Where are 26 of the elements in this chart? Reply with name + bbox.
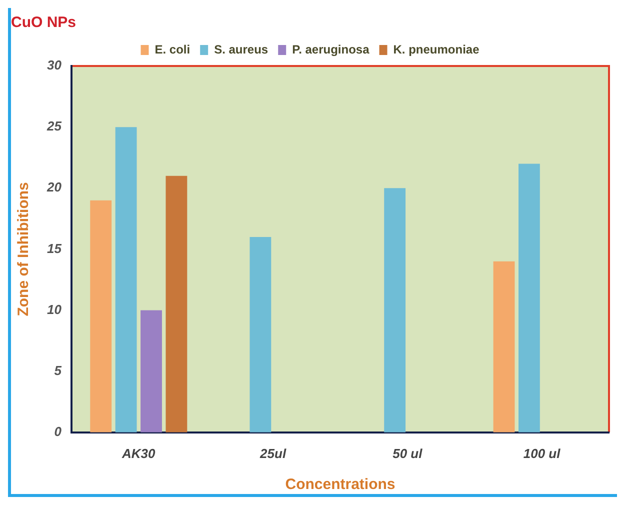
- y-tick-label: 25: [46, 118, 62, 134]
- bar: [140, 310, 162, 432]
- bar: [115, 127, 137, 432]
- y-tick-label: 0: [54, 424, 62, 439]
- legend-label: S. aureus: [214, 42, 268, 56]
- x-tick-label: 50 ul: [392, 446, 423, 461]
- y-tick-label: 20: [46, 180, 62, 195]
- x-tick-label: AK30: [121, 446, 156, 461]
- bar: [518, 164, 540, 432]
- x-axis-title: Concentrations: [285, 476, 396, 494]
- bar: [166, 176, 188, 432]
- y-tick-label: 30: [46, 58, 62, 73]
- y-tick-label: 5: [54, 362, 62, 378]
- y-tick-label: 10: [46, 302, 62, 317]
- legend-label: E. coli: [154, 42, 190, 56]
- bar: [493, 261, 515, 432]
- y-axis-title: Zone of Inhibitions: [15, 182, 32, 316]
- x-tick-label: 100 ul: [523, 446, 561, 461]
- legend-label: K. pneumoniae: [393, 42, 480, 56]
- x-tick-label: 25ul: [259, 446, 286, 461]
- bar: [250, 236, 272, 432]
- bar: [90, 200, 112, 432]
- legend-label: P. aeruginosa: [292, 42, 370, 56]
- y-tick-label: 15: [46, 240, 62, 256]
- bar: [384, 188, 406, 432]
- chart-title: CuO NPs: [11, 14, 76, 32]
